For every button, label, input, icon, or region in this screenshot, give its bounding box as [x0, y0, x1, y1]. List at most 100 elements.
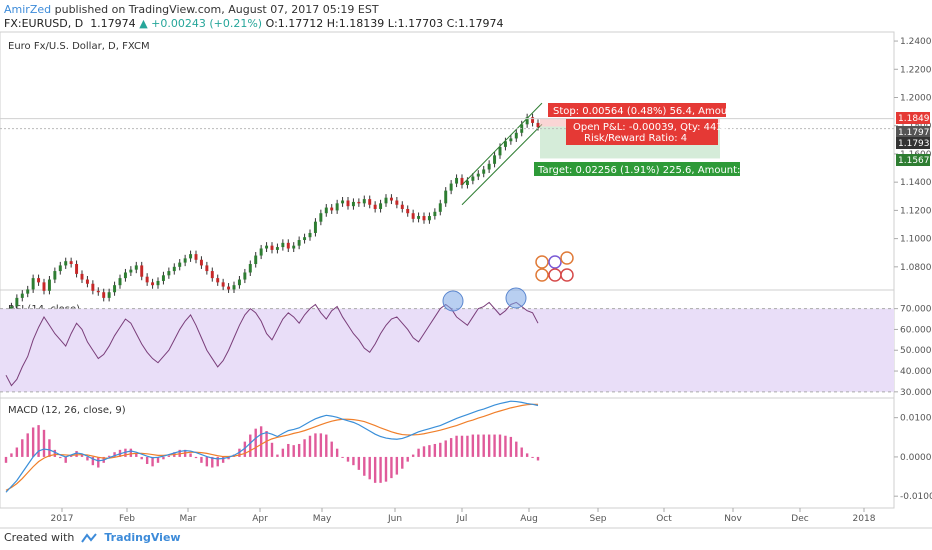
candle: [525, 113, 529, 128]
event-flag-icon[interactable]: [535, 255, 549, 269]
channel-upper-line[interactable]: [461, 102, 543, 186]
price-axis-label: 1.08000: [900, 263, 932, 273]
tradingview-brand[interactable]: TradingView: [104, 531, 181, 544]
candle-body: [438, 203, 442, 212]
price-tag-label: 1.17935: [898, 139, 932, 149]
price-axis-label: 1.20000: [900, 94, 932, 104]
price-tag-label: 1.15679: [898, 156, 932, 166]
candle: [172, 263, 176, 275]
macd-histogram-bar: [363, 456, 366, 476]
candle-body: [85, 279, 89, 284]
candle: [341, 196, 345, 207]
candle: [335, 199, 339, 214]
candle: [531, 113, 535, 127]
candle-body: [254, 255, 258, 265]
event-flag-icon[interactable]: [560, 251, 574, 265]
last-price: 1.17974: [90, 17, 136, 30]
candle: [455, 174, 459, 188]
candle-body: [80, 273, 84, 280]
candle: [297, 236, 301, 250]
candle-body: [189, 254, 193, 259]
candle: [357, 198, 361, 207]
x-axis-label: Feb: [119, 514, 135, 524]
tradingview-logo-icon: [81, 532, 98, 543]
candle: [189, 250, 193, 262]
macd-histogram-bar: [113, 452, 116, 457]
macd-histogram-bar: [482, 434, 485, 457]
rsi-axis-label: 30.0000: [900, 388, 932, 398]
candle: [20, 290, 24, 302]
macd-histogram-bar: [64, 456, 67, 463]
channel-lower-line[interactable]: [461, 123, 543, 206]
candle-body: [64, 261, 68, 266]
event-flag-icon[interactable]: [535, 268, 549, 282]
candle-body: [145, 276, 149, 283]
x-axis-label: Dec: [791, 514, 808, 524]
event-flag-icon[interactable]: [548, 255, 562, 269]
macd-histogram-bar: [477, 434, 480, 457]
macd-histogram-bar: [384, 456, 388, 482]
event-flag-icon[interactable]: [560, 268, 574, 282]
candle: [58, 261, 62, 275]
macd-axis-label: -0.0100: [900, 492, 932, 502]
candle: [134, 261, 138, 274]
candle: [183, 254, 187, 267]
candle-body: [270, 245, 274, 250]
candle: [449, 180, 453, 195]
candle: [514, 129, 518, 142]
event-markers[interactable]: [535, 251, 574, 282]
macd-histogram-bar: [97, 456, 100, 468]
price-tag-box: [896, 154, 930, 166]
candle-body: [26, 289, 30, 294]
candle: [118, 274, 122, 289]
candle-body: [275, 247, 279, 250]
candle-body: [444, 190, 448, 204]
candle-body: [172, 266, 176, 272]
macd-histogram-bar: [428, 445, 431, 457]
candle-body: [465, 180, 469, 185]
macd-pane-title: MACD (12, 26, close, 9): [8, 405, 126, 416]
candle-body: [308, 232, 312, 238]
candle-body: [96, 290, 100, 293]
candle-body: [362, 199, 366, 204]
price-tag-label: 1.17974: [898, 128, 932, 138]
candle-body: [330, 207, 334, 211]
author-link[interactable]: AmirZed: [4, 3, 52, 16]
candle: [140, 261, 144, 281]
candle: [31, 274, 35, 293]
candle-body: [123, 272, 127, 279]
candle-body: [259, 248, 263, 256]
symbol-label: FX:EURUSD, D: [4, 17, 84, 30]
macd-histogram-bar: [37, 425, 40, 457]
candle-body: [379, 203, 383, 209]
macd-histogram-bar: [107, 455, 111, 457]
highlight-circle-drawing[interactable]: [505, 287, 527, 309]
candle-body: [292, 245, 296, 249]
macd-signal-line: [5, 403, 538, 491]
event-flag-icon[interactable]: [548, 268, 562, 282]
candle-body: [227, 286, 231, 290]
macd-histogram-bar: [221, 456, 225, 463]
candle: [75, 260, 79, 278]
price-tag-box: [896, 112, 930, 124]
change-up-arrow-icon: ▲: [139, 17, 148, 30]
candle-body: [373, 204, 377, 209]
target-label-box: [534, 162, 740, 176]
candle-body: [427, 216, 431, 221]
stop-label: Stop: 0.00564 (0.48%) 56.4, Amount: 750: [553, 106, 763, 117]
candle: [270, 242, 274, 254]
macd-histogram-bar: [325, 434, 328, 457]
candle-body: [335, 203, 339, 211]
candle-body: [151, 282, 155, 286]
candle: [47, 276, 51, 295]
macd-histogram-bar: [156, 456, 160, 463]
highlight-circle-drawing[interactable]: [442, 290, 464, 312]
macd-histogram-bar: [4, 456, 8, 463]
macd-histogram-bar: [308, 435, 312, 457]
price-axis-label: 1.10000: [900, 235, 932, 245]
macd-histogram-bar: [411, 454, 415, 457]
candle: [395, 196, 399, 209]
price-pane[interactable]: [0, 31, 895, 291]
macd-histogram-bar: [86, 456, 89, 461]
